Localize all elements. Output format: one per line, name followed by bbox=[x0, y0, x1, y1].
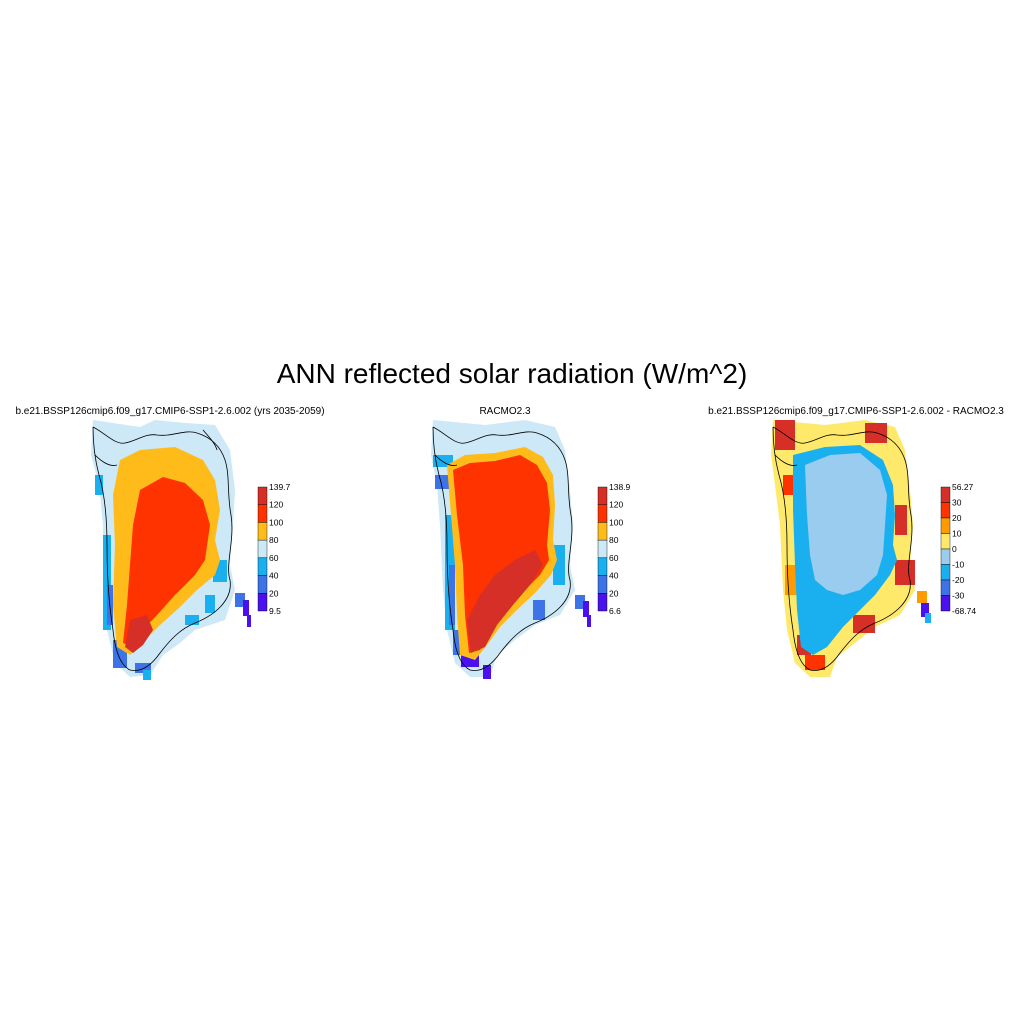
colorbar-swatch bbox=[597, 486, 608, 505]
colorbar-tick-label: 100 bbox=[269, 517, 283, 527]
colorbar-tick-label: -68.74 bbox=[952, 606, 976, 616]
colorbar-tick-label: 20 bbox=[609, 588, 619, 598]
colorbar-swatch bbox=[257, 522, 268, 541]
colorbar-tick-label: 10 bbox=[952, 529, 962, 539]
colorbar-swatch bbox=[257, 504, 268, 523]
panel-1-map bbox=[91, 420, 251, 680]
colorbar-swatch bbox=[597, 575, 608, 594]
colorbar-tick-label: 120 bbox=[609, 500, 623, 510]
colorbar-swatch bbox=[257, 486, 268, 505]
panel-1-title: b.e21.BSSP126cmip6.f09_g17.CMIP6-SSP1-2.… bbox=[15, 406, 325, 417]
figure-title: ANN reflected solar radiation (W/m^2) bbox=[276, 358, 748, 389]
colorbar-tick-label: 100 bbox=[609, 517, 623, 527]
colorbar-swatch bbox=[940, 486, 951, 503]
colorbar-tick-label: 80 bbox=[269, 535, 279, 545]
ice-sheet-max bbox=[467, 550, 543, 653]
panel-2-map bbox=[431, 420, 591, 679]
colorbar-tick-label: -30 bbox=[952, 591, 965, 601]
coastline bbox=[432, 426, 573, 671]
ice-sheet-120-plus bbox=[123, 477, 210, 653]
panel-3-colorbar: 56.27 30 20 10 0 -10 -20 -30 -68.74 bbox=[940, 482, 976, 616]
colorbar-swatch bbox=[940, 502, 951, 519]
panel-1-colorbar: 139.7 120 100 80 60 40 20 9.5 bbox=[257, 482, 291, 616]
colorbar-tick-label: -10 bbox=[952, 560, 965, 570]
colorbar-tick-label: 138.9 bbox=[609, 482, 631, 492]
interior-negative-bias bbox=[793, 445, 897, 655]
panel-2-title: RACMO2.3 bbox=[479, 406, 531, 417]
colorbar-swatch bbox=[940, 564, 951, 581]
coastline bbox=[92, 426, 233, 671]
colorbar-swatch bbox=[257, 539, 268, 559]
colorbar-swatch bbox=[597, 557, 608, 576]
colorbar-tick-label: 60 bbox=[609, 553, 619, 563]
svalbard-islands bbox=[575, 595, 591, 627]
colorbar-tick-label: 30 bbox=[952, 498, 962, 508]
colorbar-tick-label: 20 bbox=[269, 588, 279, 598]
coastline bbox=[772, 426, 913, 671]
colorbar-swatch bbox=[597, 504, 608, 523]
colorbar-tick-label: 56.27 bbox=[952, 482, 974, 492]
colorbar-tick-label: 6.6 bbox=[609, 606, 621, 616]
colorbar-tick-label: -20 bbox=[952, 575, 965, 585]
colorbar-tick-label: 60 bbox=[269, 553, 279, 563]
colorbar-tick-label: 0 bbox=[952, 544, 957, 554]
colorbar-swatch bbox=[940, 517, 951, 534]
colorbar-swatch bbox=[940, 579, 951, 596]
colorbar-swatch bbox=[257, 557, 268, 576]
panel-2-colorbar: 138.9 120 100 80 60 40 20 6.6 bbox=[597, 482, 631, 616]
colorbar-swatch bbox=[597, 539, 608, 559]
colorbar-swatch bbox=[940, 595, 951, 612]
svalbard-islands bbox=[917, 591, 931, 623]
colorbar-tick-label: 40 bbox=[609, 571, 619, 581]
colorbar-swatch bbox=[940, 533, 951, 550]
colorbar-tick-label: 20 bbox=[952, 513, 962, 523]
colorbar-tick-label: 40 bbox=[269, 571, 279, 581]
colorbar-tick-label: 80 bbox=[609, 535, 619, 545]
colorbar-swatch bbox=[257, 593, 268, 612]
colorbar-tick-label: 120 bbox=[269, 500, 283, 510]
svalbard-islands bbox=[235, 593, 251, 627]
panel-3-map bbox=[771, 420, 931, 677]
colorbar-swatch bbox=[597, 522, 608, 541]
panel-3-title: b.e21.BSSP126cmip6.f09_g17.CMIP6-SSP1-2.… bbox=[708, 406, 1004, 417]
colorbar-tick-label: 9.5 bbox=[269, 606, 281, 616]
colorbar-swatch bbox=[257, 575, 268, 594]
colorbar-swatch bbox=[940, 548, 951, 565]
colorbar-tick-label: 139.7 bbox=[269, 482, 291, 492]
colorbar-swatch bbox=[597, 593, 608, 612]
